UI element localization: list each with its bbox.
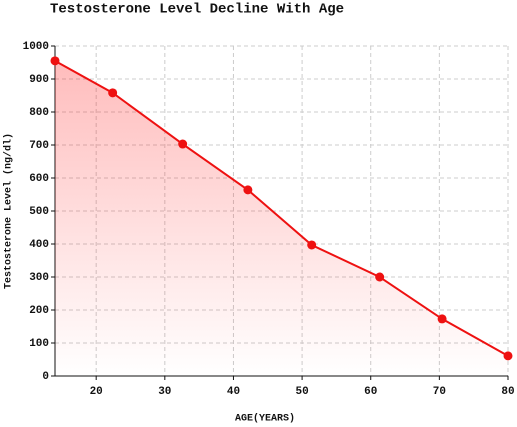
y-tick-label: 700 [29,140,49,152]
point [243,185,253,195]
y-tick-label: 1000 [23,41,49,53]
x-tick-label: 70 [433,386,446,398]
area [55,60,508,376]
y-tick-label: 100 [29,338,49,350]
y-tick-label: 400 [29,239,49,251]
y-tick-label: 900 [29,74,49,86]
y-tick-label: 500 [29,206,49,218]
x-axis-label: AGE(YEARS) [235,413,295,425]
x-tick-label: 50 [295,386,308,398]
y-tick-label: 800 [29,107,49,119]
chart-title: Testosterone Level Decline With Age [50,2,344,18]
point [108,88,118,98]
x-tick-label: 40 [227,386,240,398]
x-tick-label: 30 [158,386,171,398]
line [54,59,509,357]
y-tick-label: 200 [29,305,49,317]
y-axis-label: Testosterone Level (ng/dl) [3,133,15,289]
point [437,314,447,324]
point [503,351,513,361]
point [178,139,188,149]
x-tick-label: 20 [90,386,103,398]
y-tick-label: 600 [29,173,49,185]
point [375,272,385,282]
point [50,56,60,66]
x-tick-label: 80 [501,386,514,398]
x-tick-label: 60 [364,386,377,398]
y-tick-label: 0 [42,371,49,383]
point [307,240,317,250]
y-tick-label: 300 [29,272,49,284]
